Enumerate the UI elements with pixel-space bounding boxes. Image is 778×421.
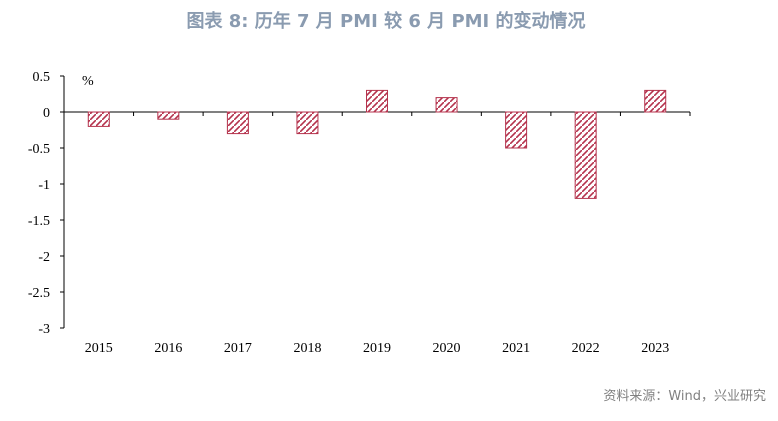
x-tick-label: 2016 (154, 341, 182, 356)
y-tick-label: -3 (38, 322, 50, 337)
bar-2019 (366, 89, 388, 113)
bars (87, 89, 667, 199)
bar-2022 (574, 111, 597, 199)
y-tick-label: -1.5 (28, 214, 50, 229)
bar-2017 (226, 111, 249, 135)
unit-label: % (82, 74, 94, 89)
y-tick-label: -0.5 (28, 142, 50, 157)
y-tick-label: -2.5 (28, 286, 50, 301)
x-tick-label: 2018 (293, 341, 321, 356)
x-tick-label: 2021 (502, 341, 530, 356)
bar-2016 (157, 111, 180, 120)
y-tick-label: -1 (38, 178, 50, 193)
x-tick-label: 2023 (641, 341, 669, 356)
x-tick-label: 2019 (363, 341, 391, 356)
y-ticks: 0.5 0 -0.5 -1 -1.5 -2 -2.5 -3 (28, 70, 64, 337)
bar-2023 (644, 89, 667, 113)
x-tick-label: 2020 (433, 341, 461, 356)
bar-2015 (87, 111, 110, 127)
x-tick-label: 2015 (85, 341, 113, 356)
y-tick-label: 0 (43, 106, 50, 121)
chart-title: 图表 8: 历年 7 月 PMI 较 6 月 PMI 的变动情况 (186, 10, 585, 32)
source-note: 资料来源：Wind，兴业研究 (603, 389, 766, 404)
bar-2021 (505, 111, 528, 149)
y-tick-label: -2 (38, 250, 50, 265)
x-tick-label: 2022 (572, 341, 600, 356)
x-tick-label: 2017 (224, 341, 252, 356)
y-tick-label: 0.5 (33, 70, 51, 85)
bar-2018 (296, 111, 319, 135)
bar-2020 (435, 97, 458, 113)
x-tick-labels: 2015 2016 2017 2018 2019 2020 2021 2022 2023 (63, 112, 691, 356)
